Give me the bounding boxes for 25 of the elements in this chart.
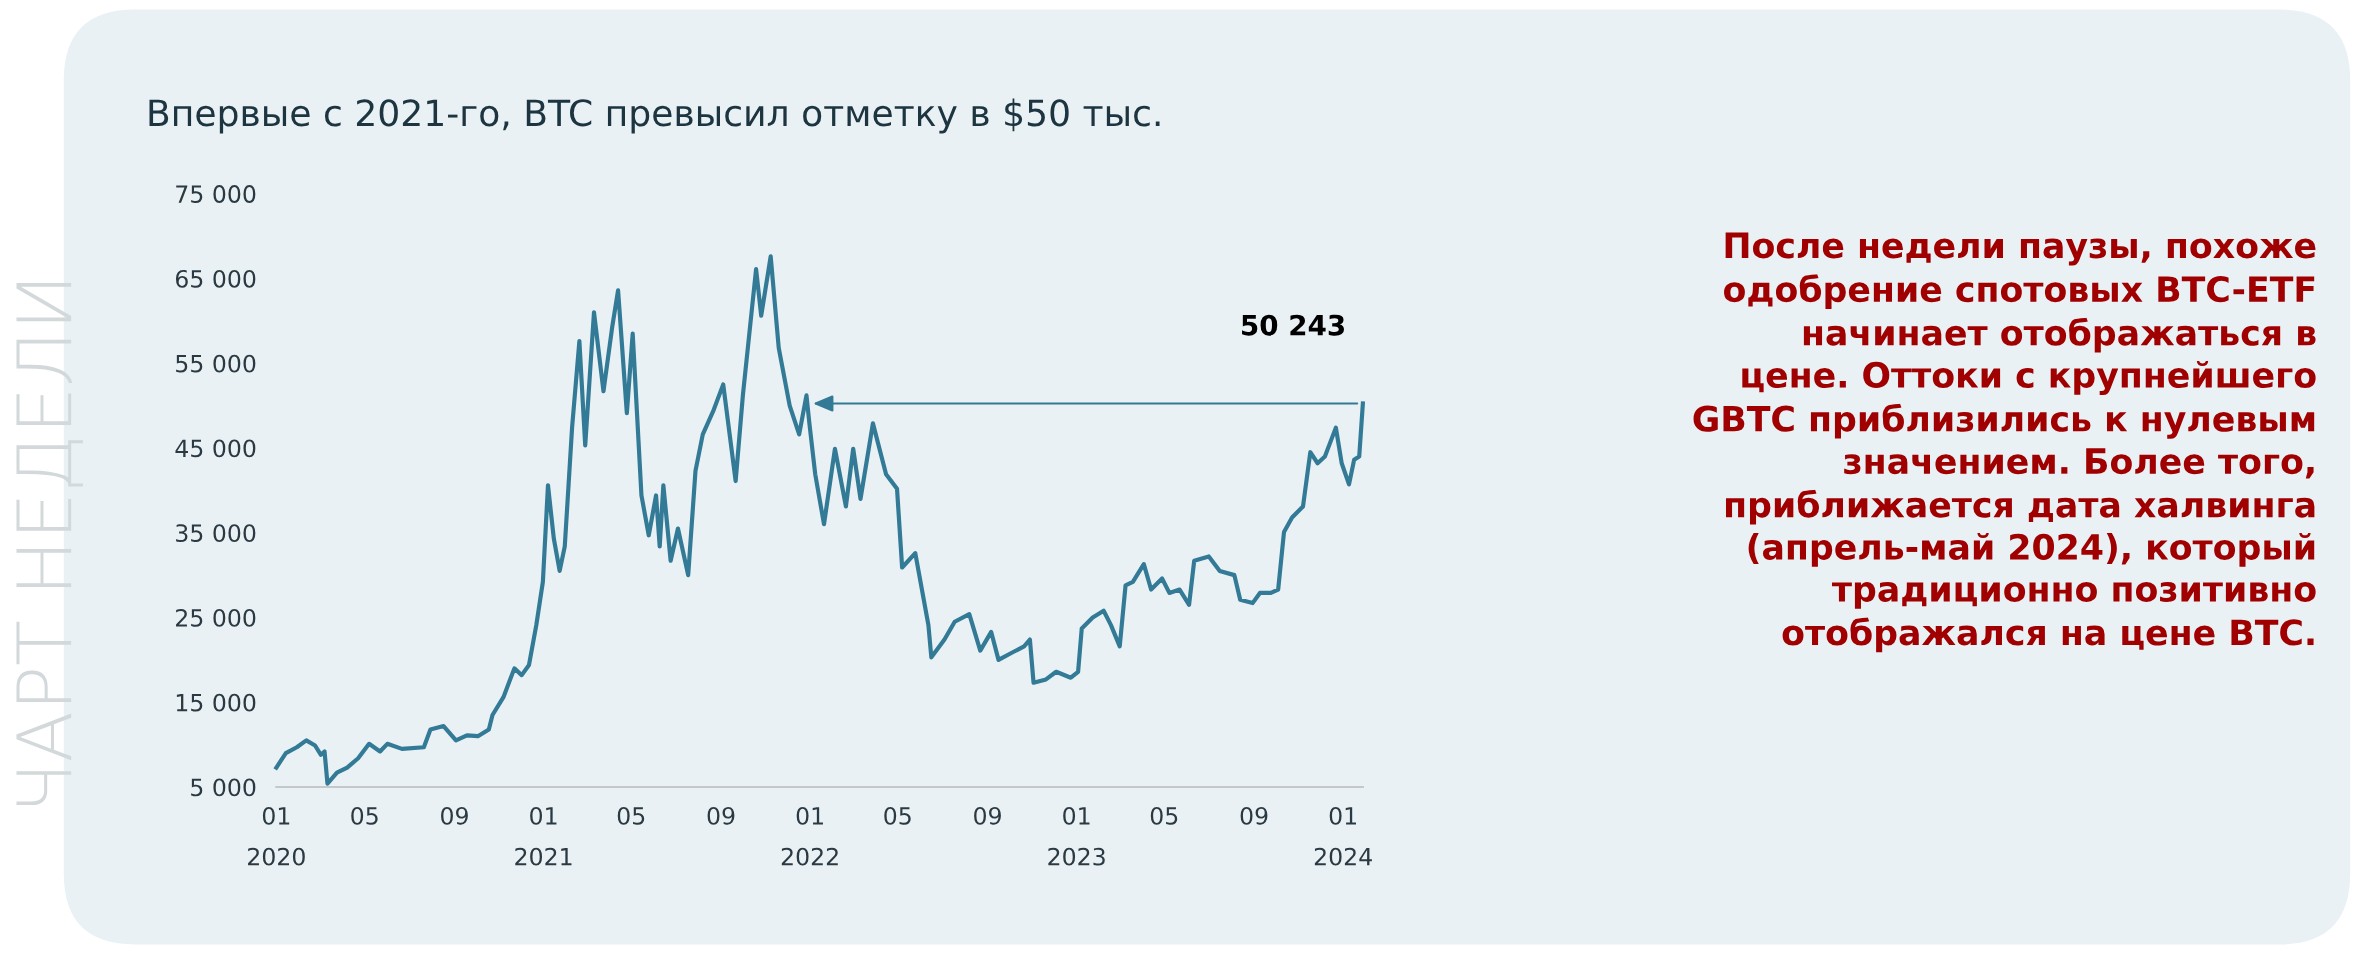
y-tick-label: 75 000 (176, 185, 256, 203)
x-tick-label: 01 2021 (515, 806, 572, 866)
x-tick-label: 05 (351, 806, 378, 825)
x-tick-label: 05 (1150, 806, 1178, 825)
x-tick-label: 05 (884, 806, 911, 825)
text: После недели паузы, похоже одобрение спотовых BTC-ETF начинает отображаться в цене. Оттоки с крупнейшего GBTC приблизились к нулевым значением. Более того, приближается дата халвинга (апрель-май 2024), который традиционно позитивно отображался на цене BTC. (1693, 232, 2316, 653)
y-tick-label: 55 000 (176, 354, 256, 373)
y-tick-label: 25 000 (176, 608, 256, 627)
x-tick-label: 01 2022 (781, 806, 838, 866)
line-series (274, 254, 1365, 786)
x-tick-label: 09 (441, 806, 468, 825)
x-tick-label: 09 (1240, 806, 1268, 825)
x-tick-label: 01 2024 (1314, 806, 1372, 866)
y-tick-label: 5 000 (191, 778, 256, 797)
x-tick-label: 09 (707, 806, 735, 825)
x-tick-label: 01 2023 (1048, 806, 1105, 866)
y-tick-label: 15 000 (176, 693, 256, 712)
y-tick-label: 35 000 (176, 524, 256, 543)
y-tick-label: 65 000 (175, 269, 256, 288)
y-tick-label: 45 000 (175, 439, 256, 458)
x-tick-label: 09 (974, 806, 1001, 825)
x-tick-label: 05 (617, 806, 645, 825)
chart-title: Впервые с 2021-го, BTC превысил отметку в $50 тыс. (149, 98, 1160, 134)
annotation: 50 243 (1242, 314, 1344, 336)
x-tick-label: 01 2020 (248, 806, 305, 866)
